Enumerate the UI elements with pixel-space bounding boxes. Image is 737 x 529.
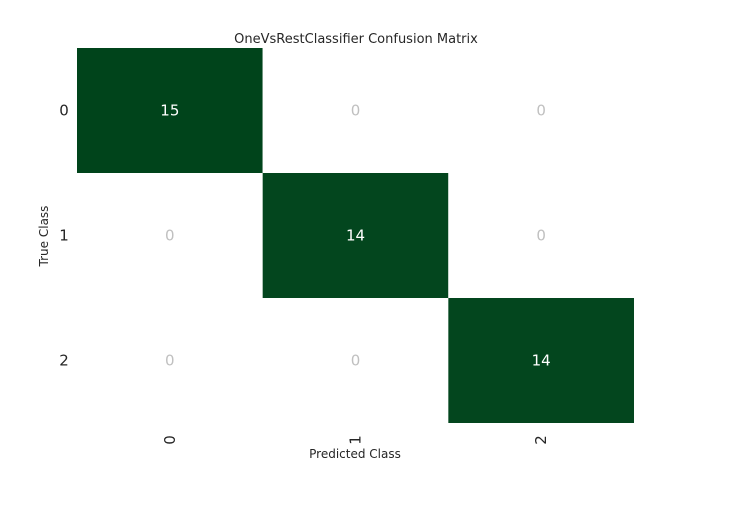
heatmap-cell-1-0 [77,173,263,298]
y-axis-label: True Class [37,206,51,268]
y-tick-label-0: 0 [59,102,69,120]
heatmap-cell-0-2 [448,48,634,173]
heatmap-cells [77,48,634,423]
cell-value-1-0: 0 [165,227,175,245]
heatmap-cell-0-1 [262,48,449,173]
y-tick-label-1: 1 [59,227,69,245]
cell-value-1-2: 0 [536,227,546,245]
heatmap-cell-1-1 [262,173,449,298]
x-axis-ticks: 0 1 2 [161,435,550,445]
heatmap-cell-0-0 [77,48,263,173]
y-tick-label-2: 2 [59,352,69,370]
x-tick-label-0: 0 [161,435,179,445]
cell-value-2-0: 0 [165,352,175,370]
chart-title: OneVsRestClassifier Confusion Matrix [234,32,478,47]
heatmap-cell-labels: 15 0 0 0 14 0 0 0 14 [160,102,550,370]
x-tick-label-2: 2 [532,435,550,445]
x-tick-label-1: 1 [347,435,365,445]
heatmap-cell-1-2 [448,173,634,298]
cell-value-0-0: 15 [160,102,179,120]
cell-value-0-1: 0 [351,102,361,120]
x-axis-label: Predicted Class [309,447,401,461]
heatmap-cell-2-0 [77,298,263,423]
heatmap-cell-2-1 [262,298,449,423]
cell-value-2-2: 14 [532,352,551,370]
cell-value-0-2: 0 [536,102,546,120]
cell-value-1-1: 14 [346,227,365,245]
heatmap-cell-2-2 [448,298,634,423]
y-axis-ticks: 0 1 2 [59,102,69,370]
cell-value-2-1: 0 [351,352,361,370]
